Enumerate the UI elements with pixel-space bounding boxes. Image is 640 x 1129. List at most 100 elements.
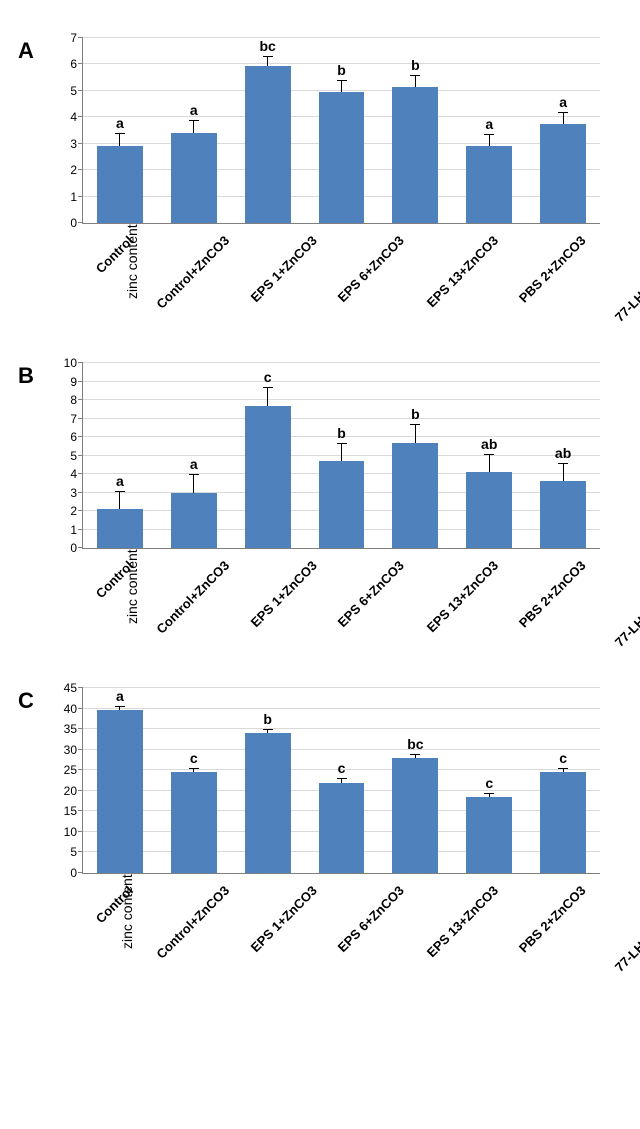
- y-tick-label: 5: [70, 84, 83, 98]
- y-tick-label: 0: [70, 541, 83, 555]
- chart-wrap: zinc content in roots/ plant (mg/kg)0510…: [82, 688, 600, 995]
- bar: [540, 772, 586, 873]
- error-bar: [119, 706, 120, 710]
- error-bar: [341, 443, 342, 462]
- significance-label: a: [190, 456, 198, 472]
- bar: [319, 461, 365, 548]
- bar: [392, 443, 438, 548]
- x-labels: ControlControl+ZnCO3EPS 1+ZnCO3EPS 6+ZnC…: [82, 555, 600, 660]
- bar: [245, 733, 291, 873]
- bar: [466, 797, 512, 873]
- y-tick-label: 6: [70, 430, 83, 444]
- significance-label: b: [337, 425, 346, 441]
- error-bar: [267, 387, 268, 406]
- y-tick-label: 2: [70, 163, 83, 177]
- bar: [245, 66, 291, 223]
- panel-c: Czinc content in roots/ plant (mg/kg)051…: [10, 688, 630, 995]
- error-bar: [119, 133, 120, 146]
- x-label-wrap: Control: [82, 230, 128, 335]
- bar: [171, 133, 217, 223]
- significance-label: c: [190, 750, 198, 766]
- bar: [97, 509, 143, 548]
- bar-slot: b: [231, 688, 305, 873]
- bar-slot: bc: [378, 688, 452, 873]
- x-labels: ControlControl+ZnCO3EPS 1+ZnCO3EPS 6+ZnC…: [82, 230, 600, 335]
- y-tick-label: 20: [64, 784, 83, 798]
- bar-slot: bc: [231, 38, 305, 223]
- bar-slot: a: [157, 363, 231, 548]
- error-bar: [563, 463, 564, 482]
- bar-slot: a: [452, 38, 526, 223]
- significance-label: bc: [259, 38, 275, 54]
- error-bar: [415, 754, 416, 758]
- y-tick-label: 3: [70, 486, 83, 500]
- bar: [319, 783, 365, 873]
- bar-slot: b: [305, 38, 379, 223]
- error-bar: [489, 134, 490, 146]
- significance-label: a: [559, 94, 567, 110]
- y-tick-label: 7: [70, 412, 83, 426]
- bar: [97, 710, 143, 873]
- bar: [245, 406, 291, 548]
- significance-label: b: [411, 406, 420, 422]
- significance-label: bc: [407, 736, 423, 752]
- significance-label: b: [263, 711, 272, 727]
- error-bar: [193, 768, 194, 772]
- plot-area: 051015202530354045acbcbccc: [82, 688, 600, 874]
- bar-slot: a: [157, 38, 231, 223]
- panel-a: Azinc content in Grains/ plant (mg/kg)01…: [10, 38, 630, 335]
- bar-slot: ab: [452, 363, 526, 548]
- bar: [392, 87, 438, 223]
- y-tick-label: 30: [64, 743, 83, 757]
- significance-label: ab: [555, 445, 571, 461]
- panel-label: B: [18, 363, 34, 389]
- significance-label: ab: [481, 436, 497, 452]
- error-bar: [267, 56, 268, 66]
- panel-label: C: [18, 688, 34, 714]
- y-tick-label: 7: [70, 31, 83, 45]
- bars-container: aabcbbaa: [83, 38, 600, 223]
- significance-label: c: [485, 775, 493, 791]
- bar-slot: c: [157, 688, 231, 873]
- y-tick-label: 9: [70, 375, 83, 389]
- error-bar: [489, 793, 490, 797]
- y-tick-label: 25: [64, 763, 83, 777]
- error-bar: [415, 75, 416, 87]
- error-bar: [563, 112, 564, 124]
- x-label-wrap: Control: [82, 555, 128, 660]
- chart-wrap: zinc content in Grains/ plant (mg/kg)012…: [82, 38, 600, 335]
- bar-slot: c: [452, 688, 526, 873]
- bar: [171, 772, 217, 873]
- bar-slot: a: [83, 363, 157, 548]
- y-tick-label: 3: [70, 137, 83, 151]
- bar: [540, 481, 586, 548]
- y-tick-label: 1: [70, 523, 83, 537]
- significance-label: b: [337, 62, 346, 78]
- error-bar: [119, 491, 120, 510]
- bar-slot: c: [305, 688, 379, 873]
- y-tick-label: 10: [64, 356, 83, 370]
- y-tick-label: 0: [70, 216, 83, 230]
- error-bar: [193, 474, 194, 493]
- significance-label: a: [116, 115, 124, 131]
- y-tick-label: 45: [64, 681, 83, 695]
- chart-wrap: zinc content in shoots/ plant (mg/kg)012…: [82, 363, 600, 660]
- x-tick-label: 77-LHRW1+ZnCO3: [612, 883, 640, 1046]
- figure: Azinc content in Grains/ plant (mg/kg)01…: [0, 0, 640, 1015]
- significance-label: a: [116, 473, 124, 489]
- x-labels: ControlControl+ZnCO3EPS 1+ZnCO3EPS 6+ZnC…: [82, 880, 600, 995]
- significance-label: a: [190, 102, 198, 118]
- y-tick-label: 5: [70, 845, 83, 859]
- y-tick-label: 35: [64, 722, 83, 736]
- bar-slot: a: [83, 38, 157, 223]
- y-tick-label: 2: [70, 504, 83, 518]
- bar: [466, 146, 512, 223]
- significance-label: c: [264, 369, 272, 385]
- error-bar: [341, 778, 342, 782]
- bar-slot: a: [526, 38, 600, 223]
- bar: [171, 493, 217, 549]
- bar: [540, 124, 586, 223]
- bar-slot: b: [305, 363, 379, 548]
- bar: [466, 472, 512, 548]
- bar: [392, 758, 438, 873]
